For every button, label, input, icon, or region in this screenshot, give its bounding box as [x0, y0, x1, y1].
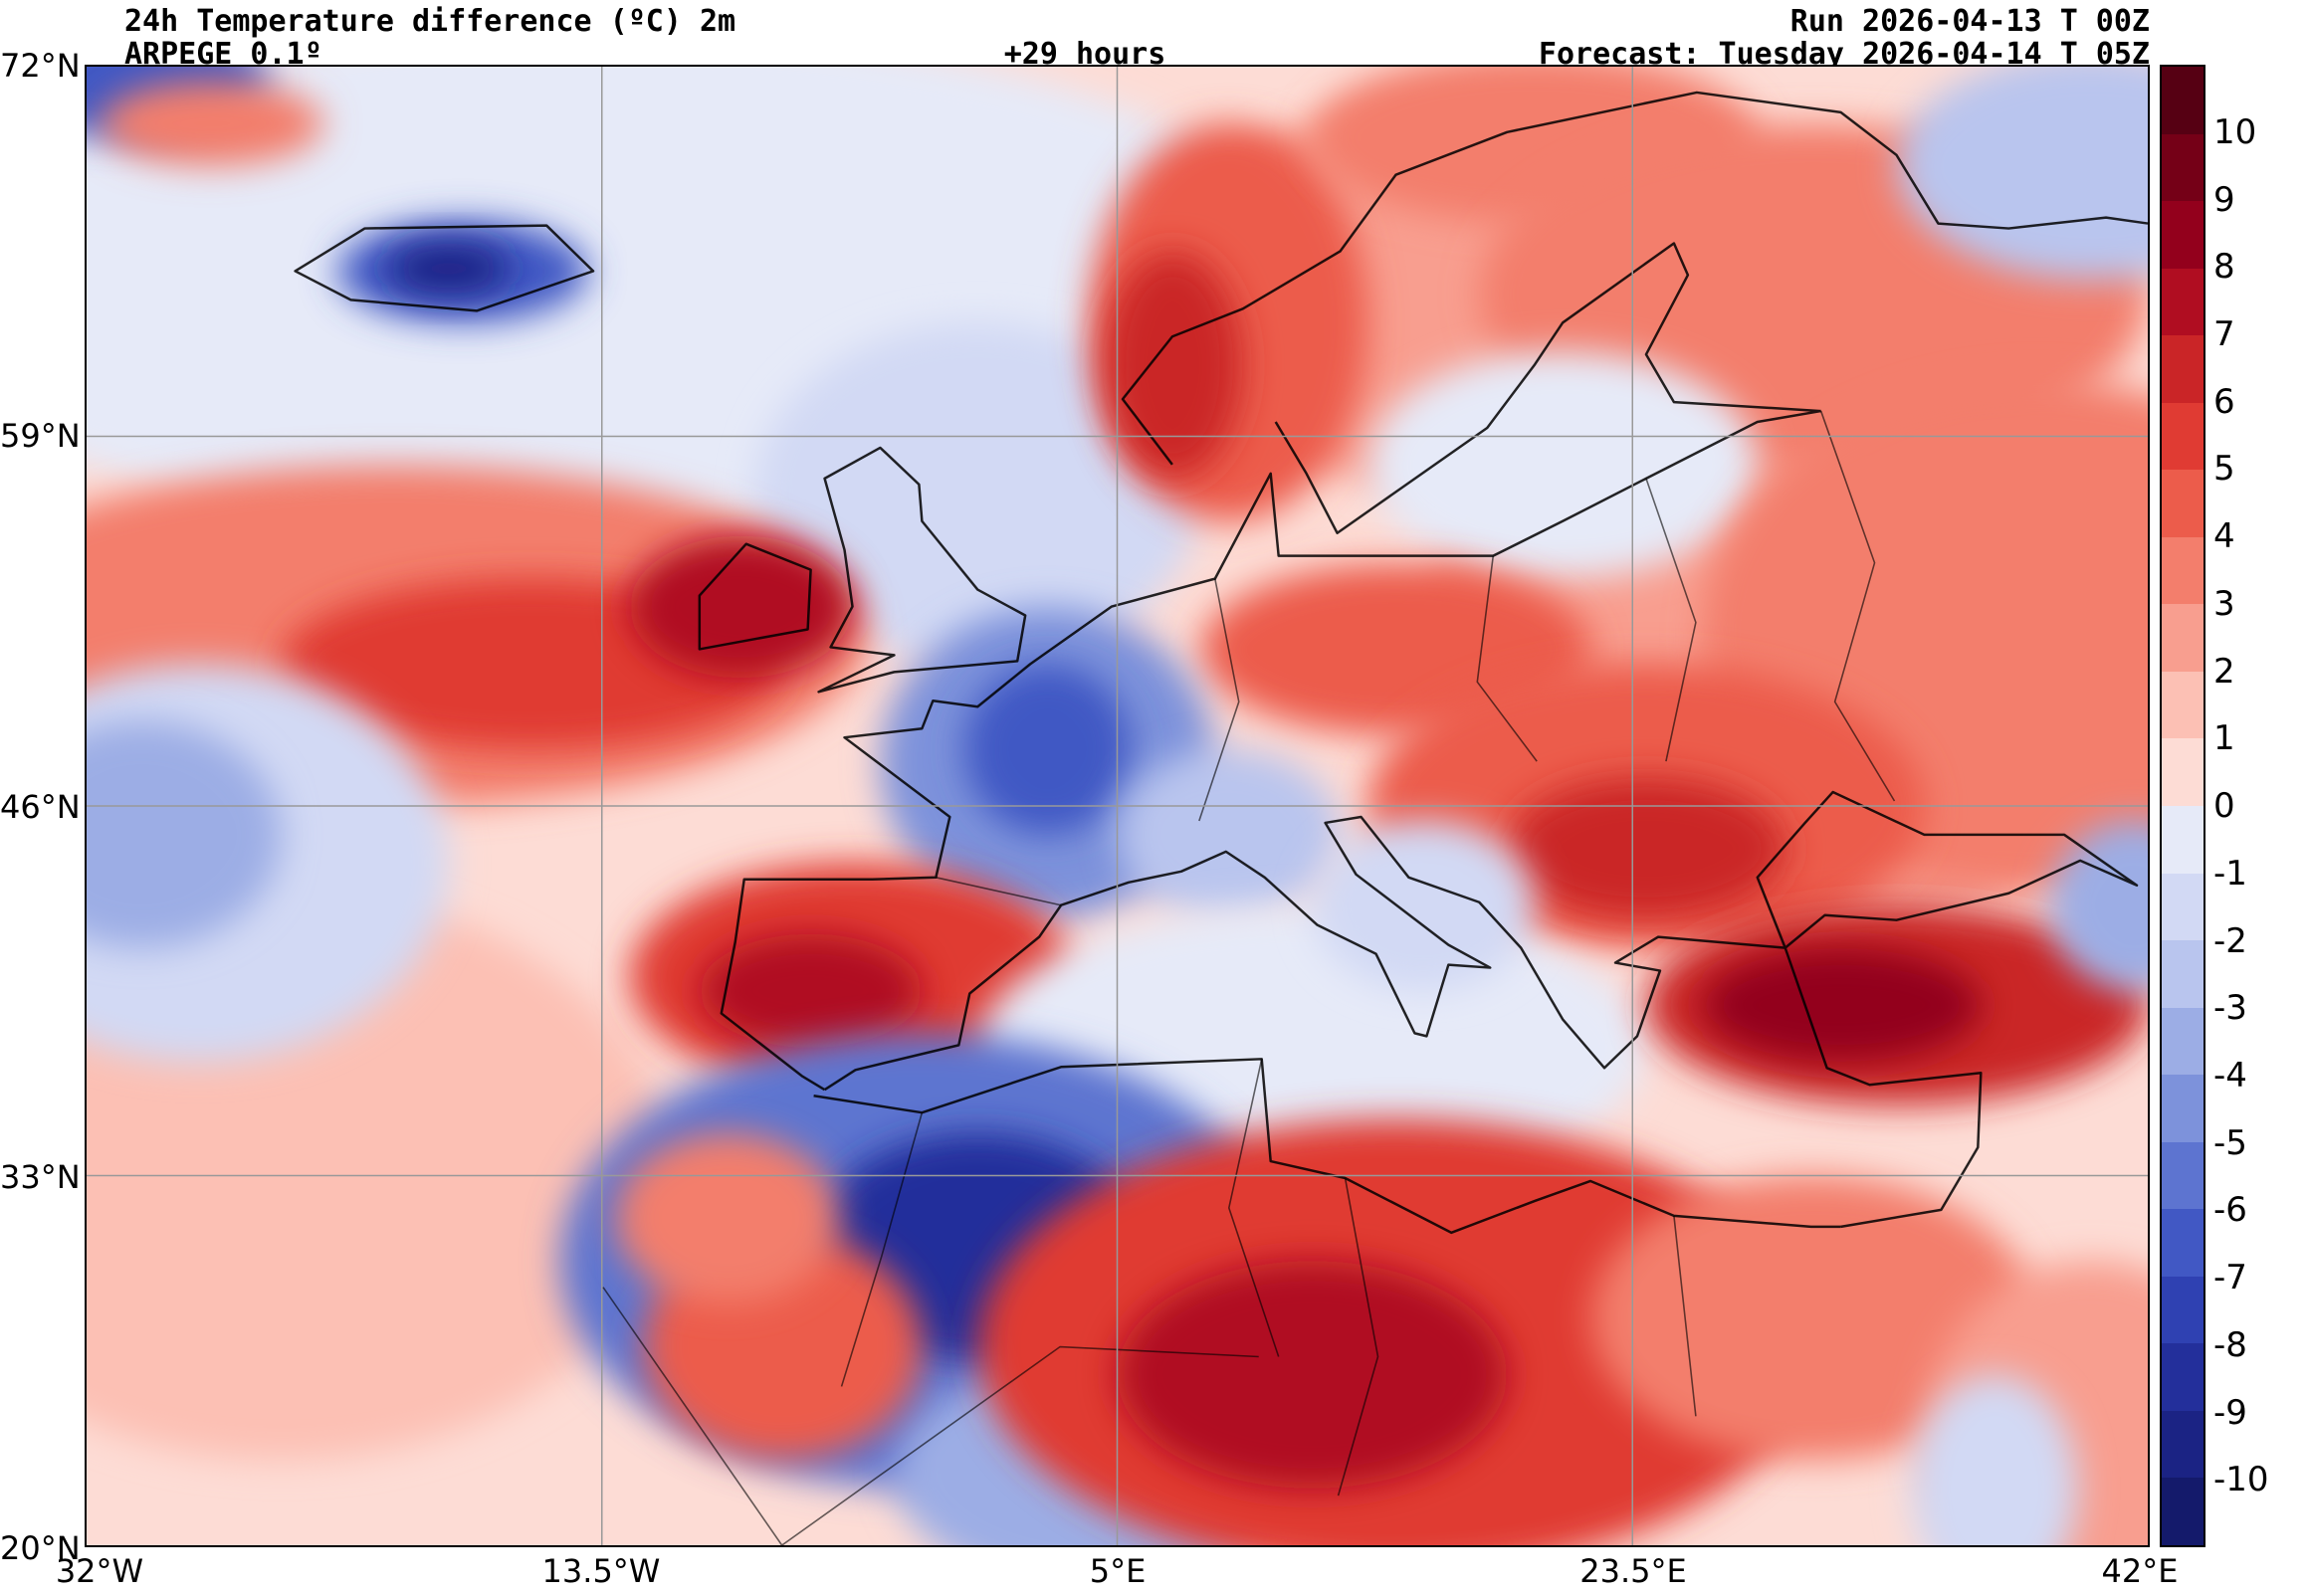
colorbar-segment-14 [2162, 1007, 2204, 1076]
gridlines [87, 67, 2148, 1545]
anomaly-sw-atlantic-cool-core [87, 720, 282, 948]
anomaly-uk-north-sea-cool [754, 322, 1201, 665]
ytick-59n: 59°N [0, 417, 81, 455]
ytick-72n: 72°N [0, 47, 81, 85]
colorbar-segment-9 [2162, 671, 2204, 739]
coastline-iceland [294, 224, 595, 312]
colorbar-tick--10: -10 [2213, 1460, 2269, 1500]
colorbar [2160, 65, 2205, 1547]
run-info-block: Run 2026-04-13 T 00Z Forecast: Tuesday 2… [1539, 5, 2150, 71]
ytick-20n: 20°N [0, 1529, 81, 1567]
coastline-west-europe [720, 409, 1821, 1092]
colorbar-segment-20 [2162, 1410, 2204, 1479]
xtick-23-5e: 23.5°E [1579, 1552, 1687, 1590]
colorbar-tick--4: -4 [2213, 1055, 2247, 1096]
colorbar-segment-6 [2162, 470, 2204, 537]
coastline-north-africa [813, 1058, 1841, 1235]
ytick-46n: 46°N [0, 788, 81, 826]
anomaly-adriatic-cool [1312, 820, 1536, 991]
colorbar-segment-15 [2162, 1075, 2204, 1142]
colorbar-segment-2 [2162, 201, 2204, 269]
colorbar-segment-17 [2162, 1209, 2204, 1277]
anomaly-alps-po-cool [1117, 748, 1341, 920]
anomaly-ireland-warm [629, 535, 853, 679]
colorbar-tick--2: -2 [2213, 920, 2247, 961]
colorbar-tick-4: 4 [2213, 516, 2235, 557]
coastline-norway-kola [1121, 91, 2148, 466]
anomaly-turkey-warm-core [1702, 947, 1982, 1063]
colorbar-tick-9: 9 [2213, 179, 2235, 220]
xtick-42e: 42°E [2101, 1552, 2179, 1590]
anomaly-libya-warm-core [1117, 1261, 1508, 1489]
colorbar-tick-6: 6 [2213, 381, 2235, 422]
colorbar-tick--5: -5 [2213, 1122, 2247, 1163]
colorbar-tick-3: 3 [2213, 583, 2235, 624]
colorbar-tick-2: 2 [2213, 651, 2235, 692]
anomaly-norway-coast-warm-core [1103, 251, 1243, 480]
colorbar-segment-21 [2162, 1478, 2204, 1546]
colorbar-tick--1: -1 [2213, 853, 2247, 894]
anomaly-field [87, 67, 2148, 1545]
anomaly-france-cool-core [963, 664, 1132, 835]
colorbar-segment-0 [2162, 67, 2204, 134]
xtick-5e: 5°E [1089, 1552, 1147, 1590]
coastline-ireland [698, 542, 812, 651]
colorbar-tick-8: 8 [2213, 247, 2235, 288]
coastline-britain [817, 446, 1027, 694]
colorbar-segment-16 [2162, 1141, 2204, 1210]
colorbar-tick--9: -9 [2213, 1392, 2247, 1433]
temperature-field-plot [87, 67, 2148, 1545]
colorbar-segment-5 [2162, 402, 2204, 471]
colorbar-tick--7: -7 [2213, 1258, 2247, 1298]
anomaly-iberia-warm-core [699, 933, 923, 1048]
colorbar-segment-8 [2162, 604, 2204, 672]
anomaly-red-sea-cool [1911, 1374, 2079, 1545]
colorbar-tick-10: 10 [2213, 111, 2257, 152]
colorbar-segment-3 [2162, 268, 2204, 336]
colorbar-segment-7 [2162, 536, 2204, 605]
anomaly-morocco-coast-warm [615, 1132, 839, 1304]
header-title-block: 24h Temperature difference (ºC) 2m ARPEG… [124, 5, 735, 71]
chart-title: 24h Temperature difference (ºC) 2m [124, 4, 736, 39]
coastline-black-sea [1756, 790, 2139, 949]
colorbar-tick--3: -3 [2213, 988, 2247, 1029]
colorbar-segment-1 [2162, 133, 2204, 202]
run-label: Run 2026-04-13 T 00Z [1789, 4, 2150, 39]
colorbar-tick--6: -6 [2213, 1190, 2247, 1231]
xtick-13-5w: 13.5°W [541, 1552, 661, 1590]
colorbar-tick--8: -8 [2213, 1324, 2247, 1365]
colorbar-segment-4 [2162, 335, 2204, 403]
anomaly-balkans-warm-core [1507, 777, 1786, 920]
xtick-32w: 32°W [55, 1552, 144, 1590]
colorbar-tick-5: 5 [2213, 449, 2235, 490]
colorbar-segment-10 [2162, 738, 2204, 807]
colorbar-segment-18 [2162, 1276, 2204, 1344]
country-borders [602, 410, 1896, 1545]
map-canvas [85, 65, 2150, 1547]
colorbar-segment-13 [2162, 940, 2204, 1008]
anomaly-ne-russia-cool [1897, 67, 2148, 281]
anomaly-greenland-corner-warm [100, 81, 323, 167]
colorbar-tick-1: 1 [2213, 718, 2235, 759]
colorbar-tick-0: 0 [2213, 786, 2235, 826]
coastline-baltic [1274, 242, 1821, 534]
ytick-33n: 33°N [0, 1158, 81, 1196]
colorbar-segment-11 [2162, 806, 2204, 874]
colorbar-segment-19 [2162, 1343, 2204, 1411]
anomaly-baltic-cool [1367, 350, 1759, 579]
colorbar-labels: 10 9 8 7 6 5 4 3 2 1 0 -1 -2 -3 -4 -5 -6 -7 -8 -9 -10 [2213, 65, 2305, 1547]
colorbar-tick-7: 7 [2213, 313, 2235, 354]
anomaly-iceland-cool-core [387, 243, 511, 295]
colorbar-segment-12 [2162, 873, 2204, 941]
anomaly-egypt-warm [1590, 1175, 2037, 1461]
